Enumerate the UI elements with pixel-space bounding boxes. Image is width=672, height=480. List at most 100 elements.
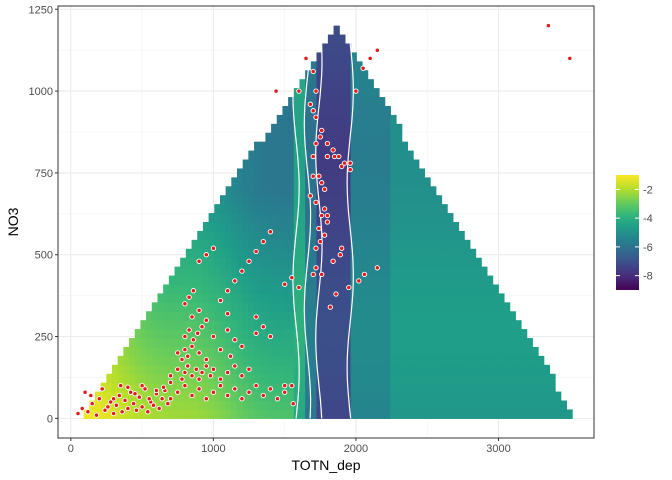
heatmap-tile-168	[555, 400, 562, 411]
heatmap-tile-444	[299, 364, 306, 375]
observation-point-99	[203, 317, 209, 323]
heatmap-tile-294	[339, 382, 346, 393]
heatmap-tile-705	[520, 338, 528, 348]
heatmap-tile-1898	[322, 70, 329, 80]
heatmap-tile-1132	[401, 275, 408, 286]
heatmap-tile-1815	[305, 114, 312, 125]
heatmap-tile-1046	[242, 284, 249, 295]
heatmap-tile-96	[146, 400, 153, 411]
heatmap-tile-1771	[310, 132, 318, 143]
heatmap-tile-821	[396, 320, 403, 330]
heatmap-tile-1156	[219, 266, 227, 277]
heatmap-tile-1776	[339, 132, 346, 143]
heatmap-tile-892	[424, 311, 431, 321]
heatmap-tile-671	[327, 338, 335, 348]
observation-point-119	[339, 245, 345, 251]
heatmap-tile-440	[276, 364, 284, 375]
heatmap-tile-543	[430, 355, 437, 366]
heatmap-tile-1499	[259, 204, 266, 214]
heatmap-tile-766	[469, 329, 477, 339]
heatmap-tile-1924	[333, 43, 340, 54]
observation-point-30	[82, 389, 88, 395]
heatmap-tile-1408	[231, 222, 238, 232]
heatmap-tile-349	[202, 373, 210, 384]
heatmap-tile-494	[151, 355, 159, 366]
heatmap-tile-796	[254, 320, 261, 330]
heatmap-tile-387	[418, 373, 426, 384]
heatmap-tile-946	[367, 302, 374, 312]
heatmap-tile-1762	[401, 141, 408, 152]
heatmap-tile-979	[202, 293, 210, 303]
heatmap-tile-8	[129, 409, 136, 419]
heatmap-tile-104	[191, 400, 198, 411]
heatmap-tile-965	[475, 302, 482, 312]
heatmap-tile-1201	[475, 266, 482, 277]
heatmap-tile-951	[396, 302, 403, 312]
heatmap-tile-1612	[254, 177, 261, 187]
heatmap-tile-1035	[180, 284, 187, 295]
heatmap-tile-105	[197, 400, 204, 411]
heatmap-tile-371	[327, 373, 335, 384]
heatmap-tile-1488	[435, 213, 443, 223]
heatmap-tile-1754	[356, 141, 363, 152]
heatmap-tile-1560	[378, 195, 386, 205]
heatmap-tile-115	[254, 400, 261, 411]
heatmap-tile-26	[231, 409, 238, 419]
heatmap-tile-665	[293, 338, 301, 348]
heatmap-tile-1292	[390, 248, 397, 259]
heatmap-tile-1699	[373, 159, 380, 170]
heatmap-tile-101	[174, 400, 181, 411]
heatmap-tile-436	[254, 364, 261, 375]
heatmap-tile-1766	[282, 132, 289, 143]
heatmap-tile-1149	[180, 266, 187, 277]
heatmap-tile-1258	[197, 248, 204, 259]
heatmap-tile-1167	[282, 266, 289, 277]
heatmap-tile-1316	[242, 239, 249, 250]
heatmap-tile-1237	[373, 257, 380, 268]
heatmap-tile-943	[350, 302, 357, 312]
heatmap-tile-1138	[435, 275, 443, 286]
heatmap-tile-618	[435, 346, 443, 357]
heatmap-tile-1589	[327, 186, 335, 196]
heatmap-tile-716	[185, 329, 193, 339]
heatmap-tile-1604	[413, 186, 420, 196]
heatmap-tile-1507	[305, 204, 312, 214]
heatmap-tile-1680	[265, 159, 272, 170]
heatmap-tile-1641	[418, 177, 426, 187]
heatmap-tile-1864	[367, 97, 374, 107]
heatmap-tile-357	[248, 373, 255, 384]
observation-point-12	[119, 409, 125, 415]
heatmap-tile-234	[458, 391, 465, 402]
heatmap-tile-1615	[271, 177, 278, 187]
heatmap-tile-309	[424, 382, 431, 393]
heatmap-tile-1385	[361, 230, 369, 241]
heatmap-tile-748	[367, 329, 374, 339]
heatmap-tile-1027	[475, 293, 482, 303]
heatmap-tile-238	[481, 391, 488, 402]
heatmap-tile-241	[498, 391, 505, 402]
heatmap-tile-66	[458, 409, 465, 419]
observation-point-61	[179, 376, 185, 382]
heatmap-tile-596	[310, 346, 318, 357]
heatmap-tile-1141	[452, 275, 460, 286]
heatmap-tile-1098	[208, 275, 215, 286]
heatmap-tile-163	[526, 400, 533, 411]
heatmap-tile-1681	[271, 159, 278, 170]
heatmap-tile-1067	[361, 284, 369, 295]
heatmap-tile-1889	[339, 79, 346, 89]
heatmap-tile-1309	[202, 239, 210, 250]
heatmap-tile-1079	[430, 284, 437, 295]
heatmap-tile-407	[532, 373, 539, 384]
heatmap-tile-884	[378, 311, 386, 321]
heatmap-tile-761	[441, 329, 448, 339]
heatmap-tile-110	[225, 400, 232, 411]
observation-point-74	[239, 373, 245, 379]
heatmap-tile-1001	[327, 293, 335, 303]
heatmap-tile-672	[333, 338, 340, 348]
heatmap-tile-805	[305, 320, 312, 330]
heatmap-tile-291	[322, 382, 329, 393]
heatmap-tile-1426	[333, 222, 340, 232]
heatmap-tile-258	[134, 382, 142, 393]
heatmap-tile-377	[361, 373, 369, 384]
observation-point-51	[239, 396, 245, 402]
